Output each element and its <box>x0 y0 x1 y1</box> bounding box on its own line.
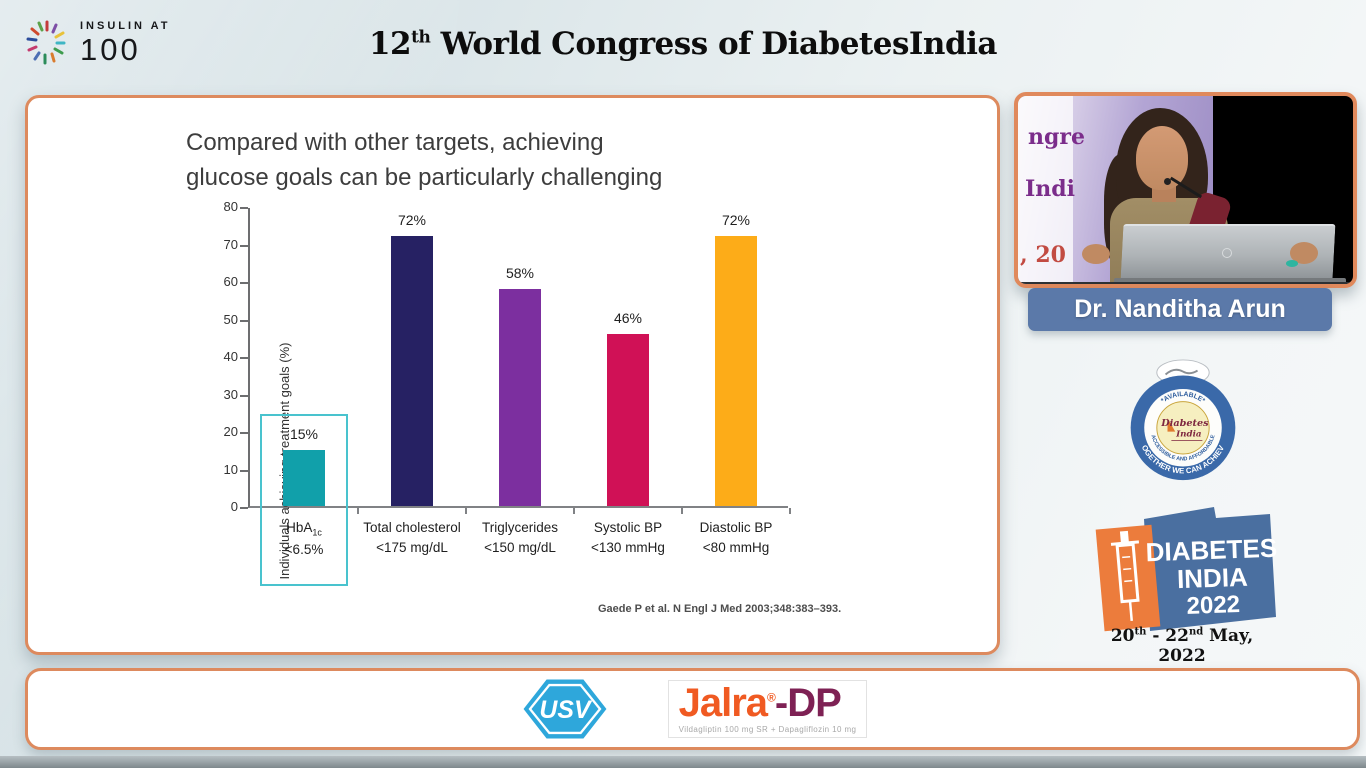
speaker-bangle <box>1286 260 1298 267</box>
bar-value-label: 46% <box>613 309 643 326</box>
date-ordinal: th <box>1134 626 1147 638</box>
seal-center-line1: Diabetes <box>1160 418 1209 429</box>
event-logo-line2: INDIA <box>1176 562 1248 594</box>
title-number: 12 <box>368 26 412 62</box>
reference-citation: Gaede P et al. N Engl J Med 2003;348:383… <box>598 603 842 615</box>
laptop-base <box>1114 278 1346 284</box>
x-tick-mark <box>465 508 467 514</box>
bar-systolic-bp <box>607 333 649 506</box>
y-tick-label: 40 <box>223 349 238 364</box>
bar-value-label: 58% <box>505 264 535 281</box>
event-logo-line1: DIABETES <box>1145 533 1277 568</box>
y-tick-label: 50 <box>223 311 238 327</box>
speaker-video-feed[interactable]: ngre Indi , 20 <box>1014 92 1357 288</box>
slide-title: Compared with other targets, achieving g… <box>186 126 662 196</box>
brand-line2: 100 <box>80 31 141 67</box>
highlight-box <box>260 414 348 586</box>
insulin-100-starburst-icon <box>26 20 66 65</box>
y-tick-mark <box>240 432 248 434</box>
x-tick-mark <box>357 508 359 514</box>
y-tick-label: 60 <box>223 274 238 289</box>
date-part: - 22 <box>1146 626 1189 646</box>
speaker-name: Dr. Nanditha Arun <box>1074 295 1286 323</box>
bar-value-label: 72% <box>397 212 427 228</box>
backdrop-text-fragment: Indi <box>1025 176 1076 202</box>
y-tick-mark <box>240 319 248 322</box>
speaker-hand <box>1290 242 1318 264</box>
laptop-logo <box>1222 248 1232 258</box>
bar-diastolic-bp <box>715 236 757 506</box>
diabetes-india-seal-logo: "TOGETHER WE CAN ACHIEVE" *AVAILABLE* *A… <box>1123 358 1236 481</box>
slide-panel: Compared with other targets, achieving g… <box>25 95 1000 655</box>
x-tick-mark <box>789 508 791 514</box>
event-logo-line3: 2022 <box>1186 591 1240 620</box>
speaker-nameplate: Dr. Nanditha Arun <box>1028 288 1332 331</box>
y-tick-label: 20 <box>223 424 238 439</box>
date-part: May, 2022 <box>1158 626 1254 666</box>
insulin-at-100-logo: INSULIN AT 100 <box>24 16 171 68</box>
speaker-hand <box>1082 244 1110 264</box>
y-tick-mark <box>240 507 248 509</box>
podium-edge <box>1018 282 1353 284</box>
bar-value-label: 72% <box>721 212 751 228</box>
brand-line1: INSULIN AT <box>80 19 171 32</box>
bar-triglycerides <box>499 288 541 506</box>
y-tick-label: 70 <box>223 236 238 252</box>
x-category-label: Triglycerides <150 mg/dL <box>481 520 559 555</box>
screen-bottom-strip <box>0 756 1366 768</box>
y-tick-mark <box>240 207 248 209</box>
bar-total-cholesterol <box>391 236 433 506</box>
backdrop-text-fragment: ngre <box>1028 124 1085 150</box>
x-category-label: HbA1c <6.5% <box>284 520 324 557</box>
y-tick-label: 80 <box>223 199 238 214</box>
diabetes-india-2022-logo: DIABETES INDIA 2022 <box>1095 507 1278 632</box>
y-tick-mark <box>240 282 248 284</box>
bar-chart-plot: Individuals achieving treatment goals (%… <box>224 199 791 586</box>
title-ordinal: th <box>411 27 431 48</box>
bar-value-label: 15% <box>289 425 319 442</box>
sponsor-footer: USV Jalra®-DP Vildagliptin 100 mg SR + D… <box>25 668 1360 750</box>
title-text: World Congress of DiabetesIndia <box>430 26 998 62</box>
jalra-suffix: -DP <box>774 681 842 725</box>
jalra-composition-text: Vildagliptin 100 mg SR + Dapagliflozin 1… <box>678 725 857 734</box>
y-tick-label: 10 <box>223 461 238 477</box>
registered-mark-icon: ® <box>767 690 776 705</box>
jalra-dp-wordmark: Jalra®-DP <box>679 682 857 724</box>
event-dates: 20th - 22nd May, 2022 <box>1094 626 1270 666</box>
x-category-label: Diastolic BP <80 mmHg <box>699 520 773 555</box>
bar-hba <box>283 449 325 506</box>
speaker-face <box>1136 126 1188 190</box>
x-tick-mark <box>573 508 575 514</box>
microphone-icon <box>1164 178 1171 185</box>
date-ordinal: nd <box>1188 626 1204 638</box>
y-tick-mark <box>240 469 248 472</box>
y-tick-mark <box>240 394 248 397</box>
y-tick-mark <box>240 244 248 247</box>
x-category-label: Total cholesterol <175 mg/dL <box>363 520 461 555</box>
jalra-dp-logo: Jalra®-DP Vildagliptin 100 mg SR + Dapag… <box>667 680 868 738</box>
x-category-label: Systolic BP <130 mmHg <box>591 520 665 555</box>
y-tick-mark <box>240 357 248 359</box>
y-tick-label: 30 <box>223 386 238 402</box>
usv-logo-text: USV <box>539 696 593 724</box>
backdrop-banner-strip <box>1018 96 1073 284</box>
slide-title-line1: Compared with other targets, achieving <box>186 129 604 156</box>
seal-center-line2: India <box>1175 430 1202 440</box>
backdrop-text-fragment: , 20 <box>1020 242 1066 268</box>
x-tick-mark <box>681 508 683 514</box>
jalra-brand: Jalra <box>678 681 768 725</box>
slide-title-line2: glucose goals can be particularly challe… <box>186 163 663 191</box>
usv-logo: USV <box>523 679 607 739</box>
page-title: 12th World Congress of DiabetesIndia <box>0 26 1366 62</box>
date-part: 20 <box>1110 626 1135 646</box>
y-tick-label: 0 <box>230 499 238 514</box>
